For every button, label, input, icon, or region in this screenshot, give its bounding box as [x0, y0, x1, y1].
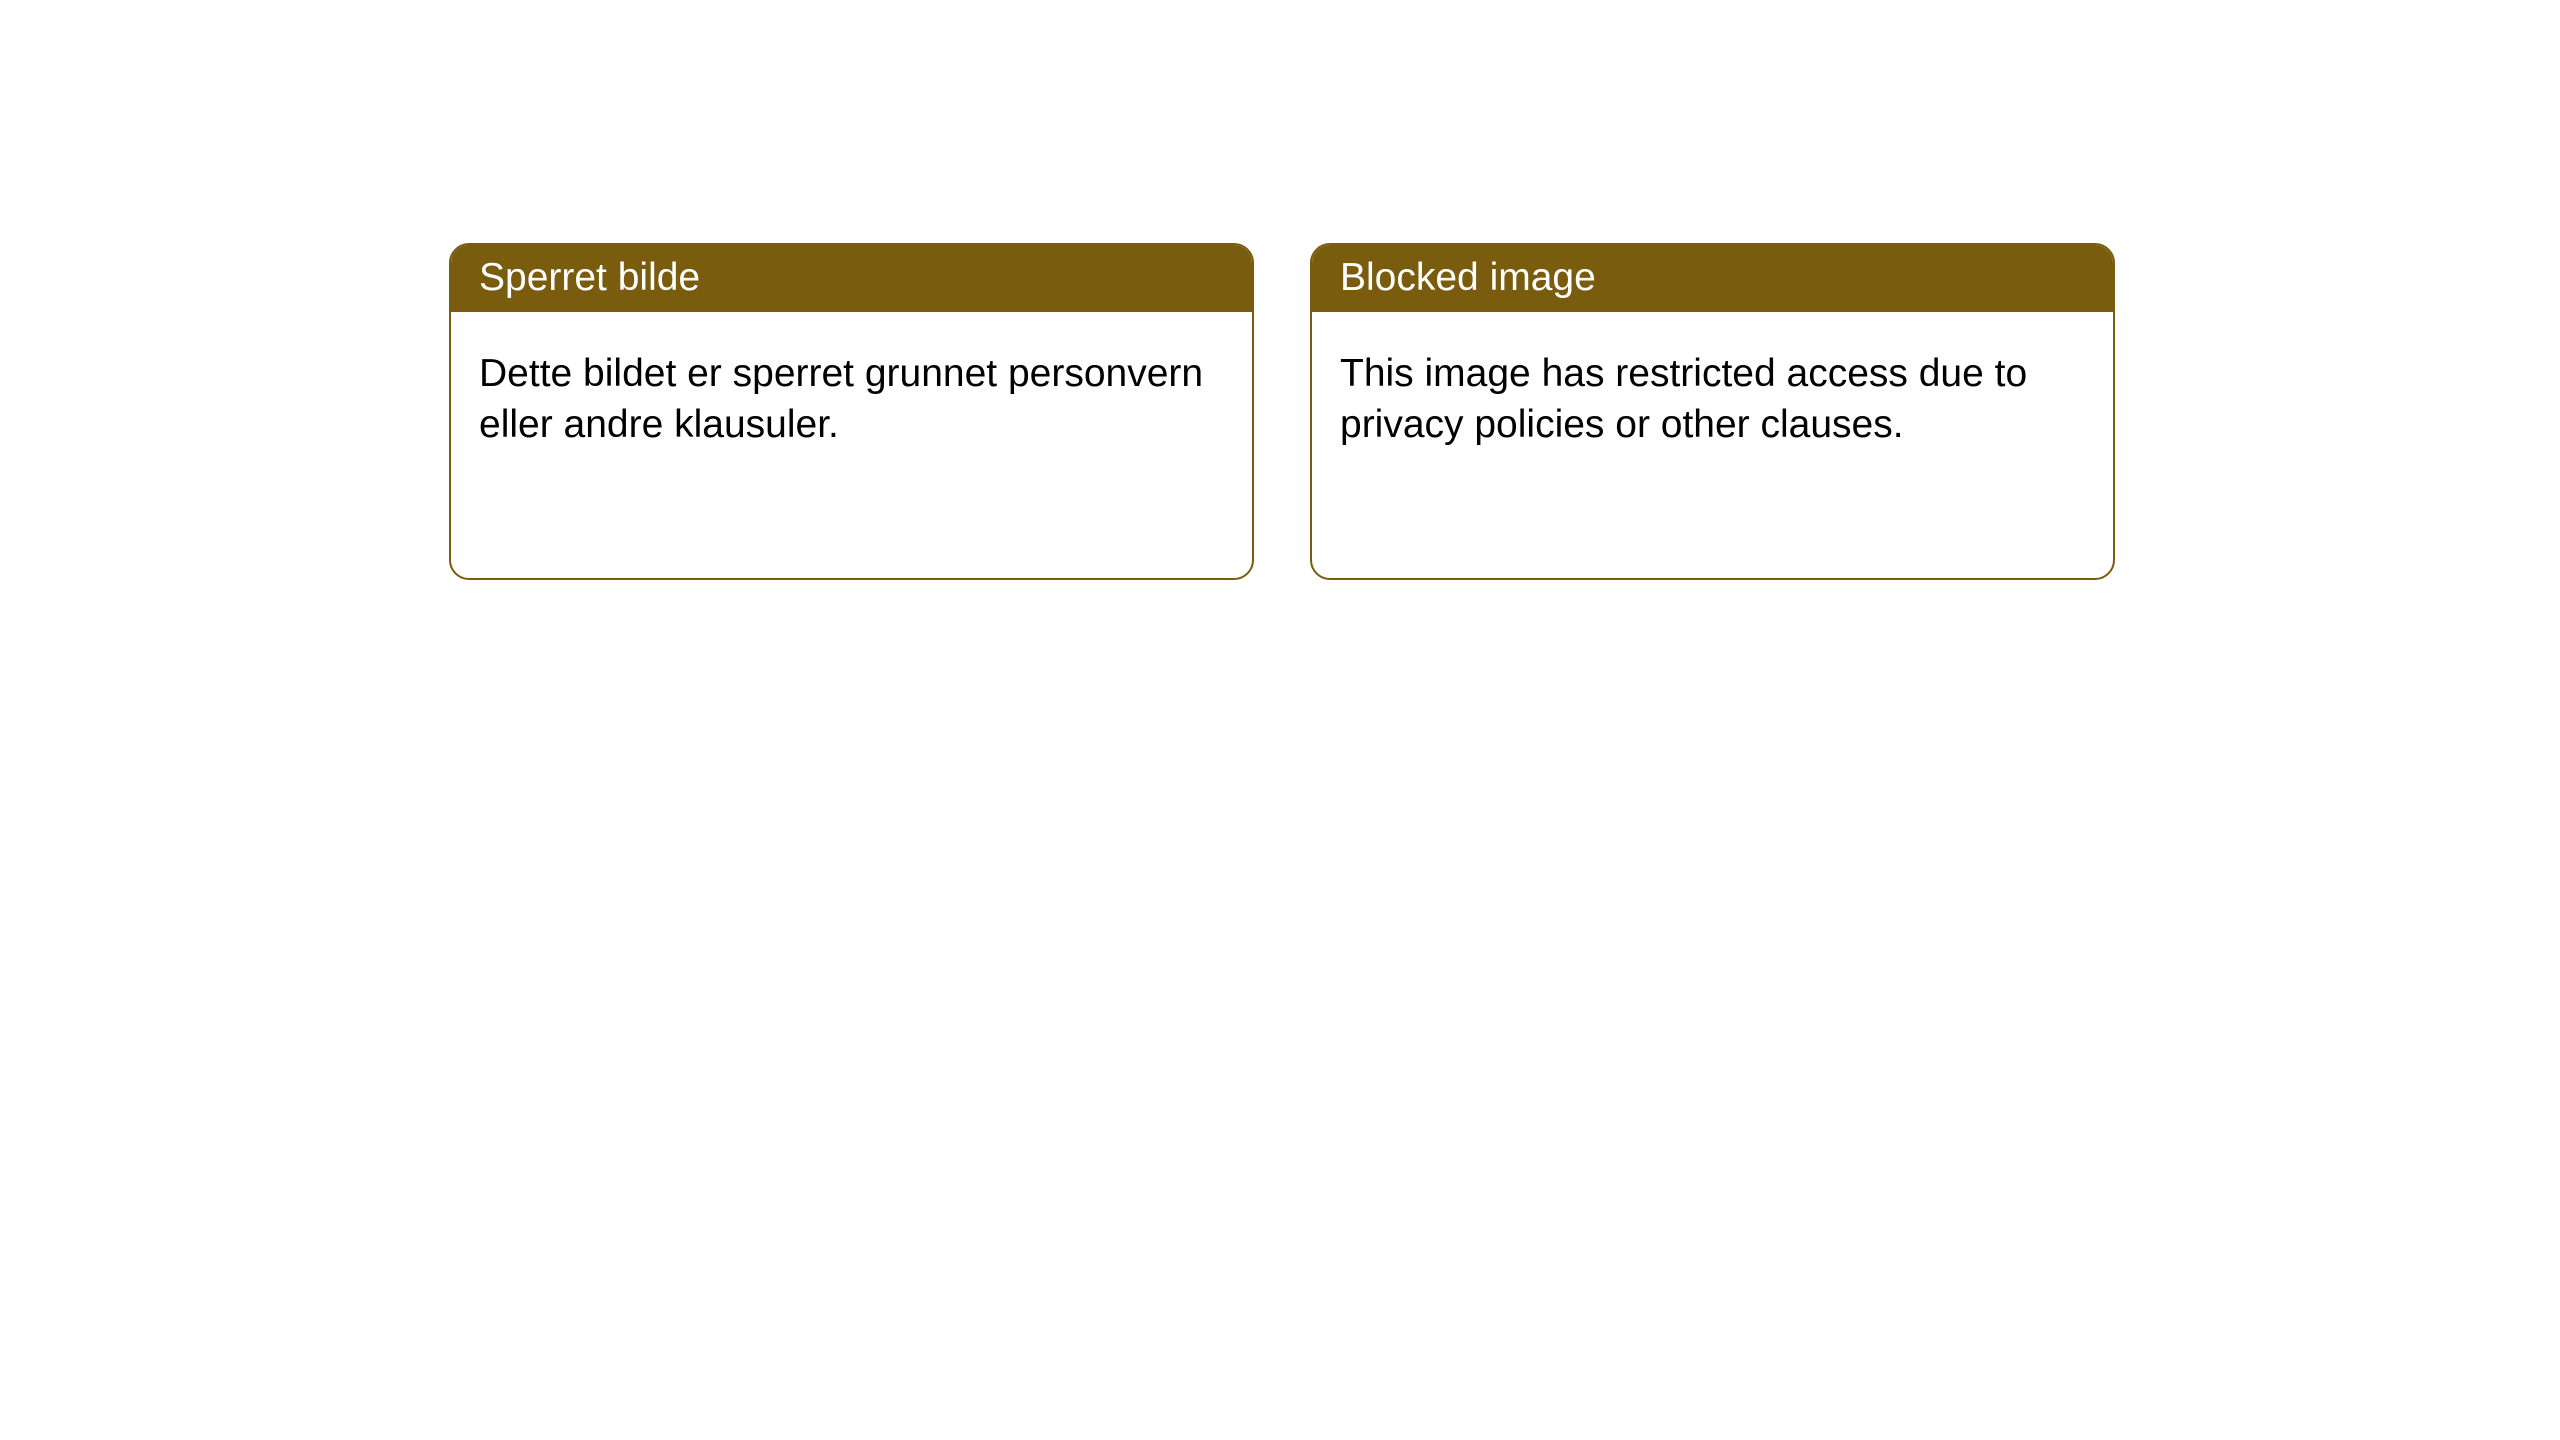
notice-card-norwegian: Sperret bilde Dette bildet er sperret gr… [449, 243, 1254, 580]
notice-header: Blocked image [1312, 245, 2113, 312]
notice-container: Sperret bilde Dette bildet er sperret gr… [0, 0, 2560, 580]
notice-header: Sperret bilde [451, 245, 1252, 312]
notice-body: This image has restricted access due to … [1312, 312, 2113, 487]
notice-body: Dette bildet er sperret grunnet personve… [451, 312, 1252, 487]
notice-card-english: Blocked image This image has restricted … [1310, 243, 2115, 580]
